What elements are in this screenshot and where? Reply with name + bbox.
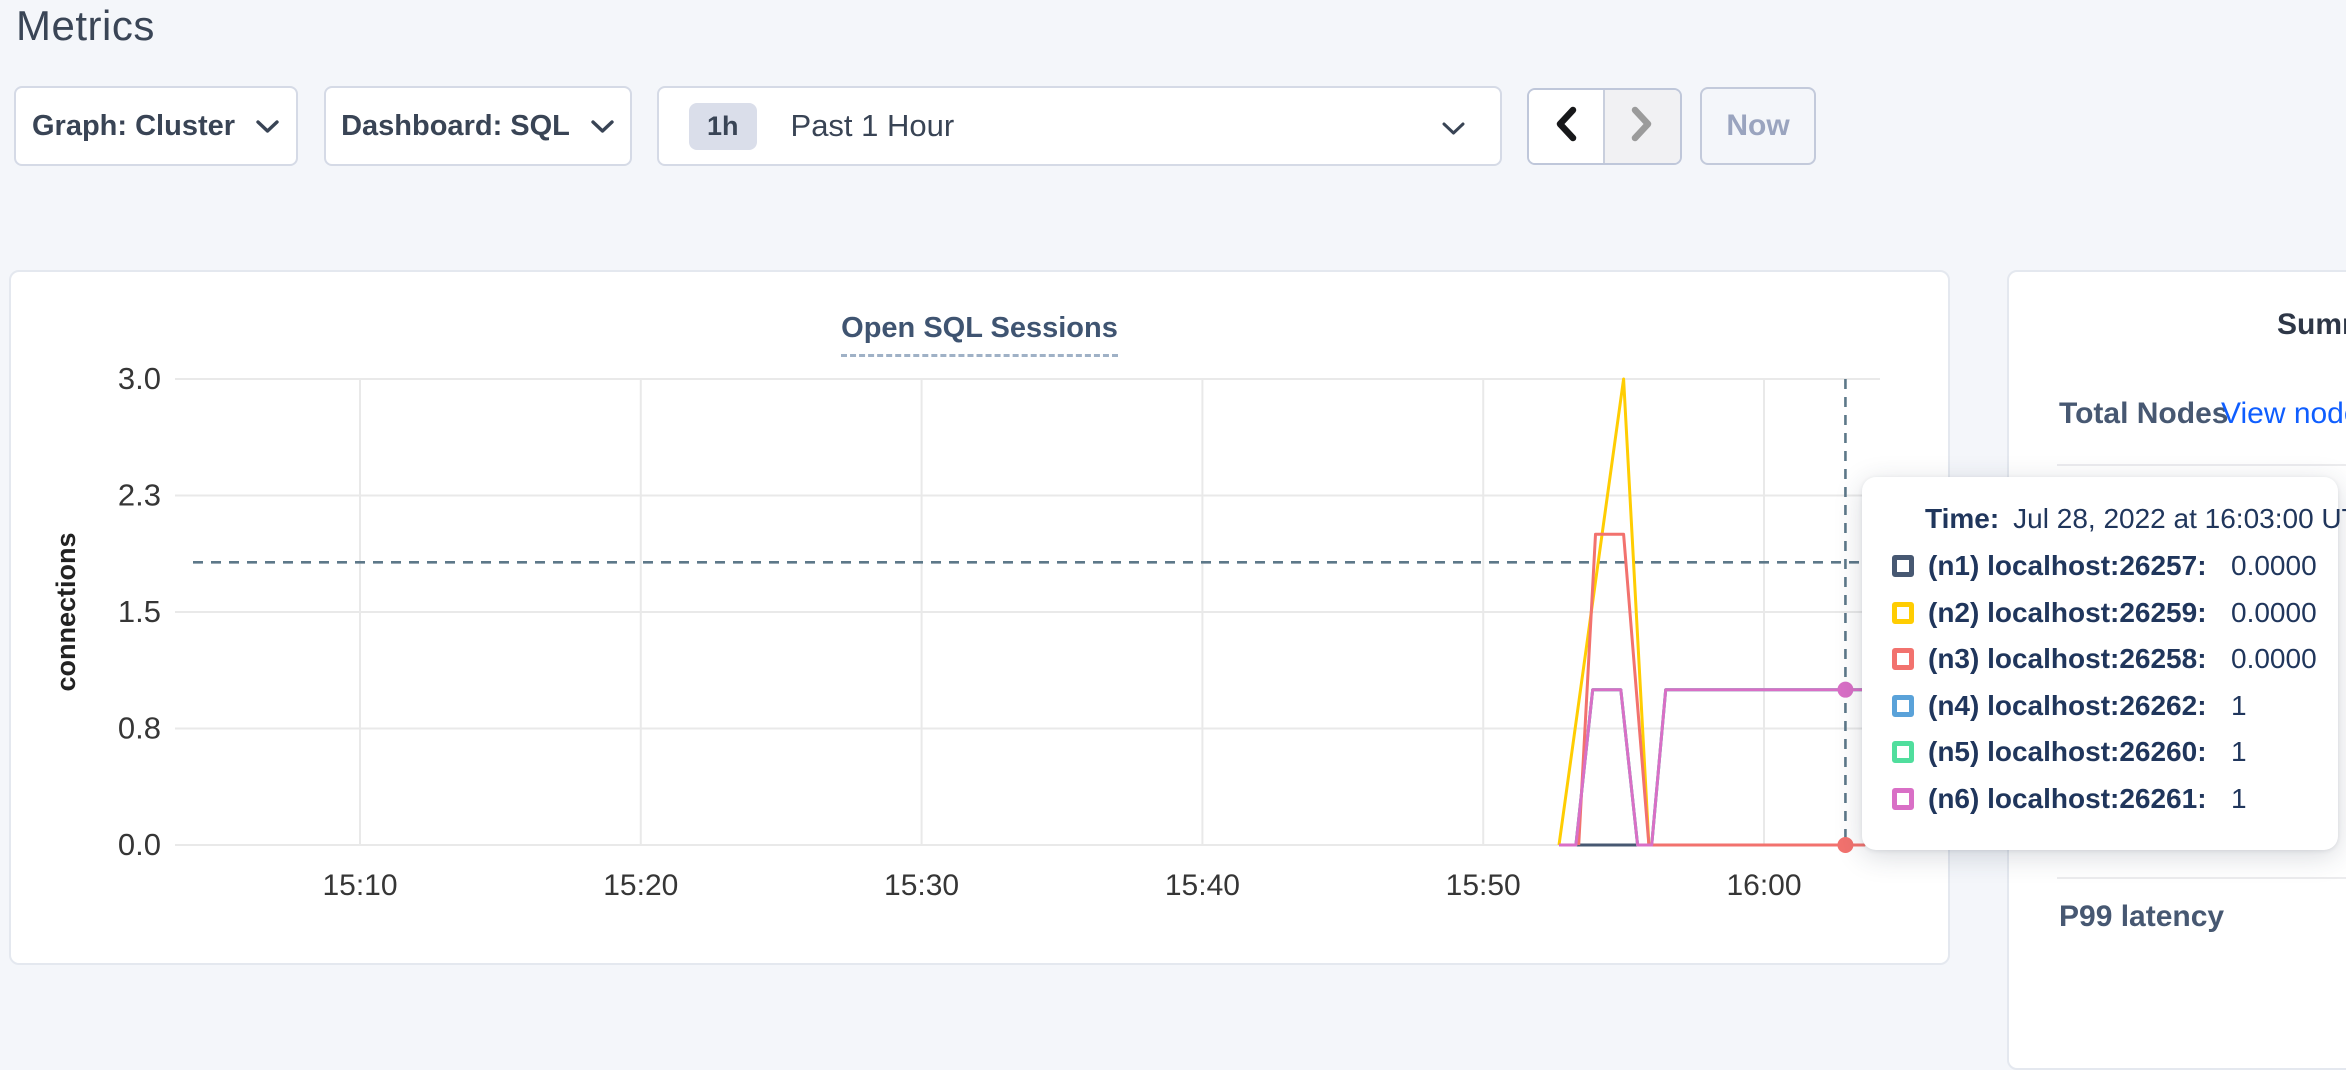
tooltip-series-row: (n1) localhost:26257: 0.0000: [1892, 543, 2338, 590]
chart-title[interactable]: Open SQL Sessions: [841, 312, 1118, 357]
sidebar-divider: [2057, 464, 2346, 466]
dashboard-dropdown-label: Dashboard: SQL: [341, 109, 570, 142]
time-range-label: Past 1 Hour: [790, 108, 955, 143]
series-value: 1: [2231, 736, 2247, 768]
series-value: 1: [2231, 689, 2247, 721]
open-sql-sessions-panel: Open SQL Sessions 0.0 0.8 1.5 2.3 3.0 15:10 15…: [9, 270, 1950, 965]
series-value: 0.0000: [2231, 550, 2317, 582]
series-color-swatch: [1892, 601, 1914, 624]
chevron-down-icon: [255, 119, 280, 134]
chart-hover-tooltip: Time: Jul 28, 2022 at 16:03:00 UTC (n1) l…: [1862, 477, 2346, 850]
total-nodes-label: Total Nodes: [2059, 397, 2229, 430]
series-label: (n1) localhost:26257:: [1928, 550, 2207, 582]
x-tick-label: 15:20: [603, 869, 678, 902]
x-tick-label: 16:00: [1726, 869, 1801, 902]
y-tick-label: 1.5: [118, 594, 161, 629]
tooltip-series-row: (n4) localhost:26262: 1: [1892, 683, 2338, 730]
graph-dropdown[interactable]: Graph: Cluster: [14, 86, 298, 166]
y-tick-label: 3.0: [118, 361, 161, 396]
series-value: 0.0000: [2231, 643, 2317, 675]
series-value: 0.0000: [2231, 596, 2317, 628]
graph-dropdown-label: Graph: Cluster: [31, 109, 236, 142]
tooltip-series-row: (n6) localhost:26261: 1: [1892, 776, 2338, 823]
metrics-page: { "page": { "title": "Metrics" }, "contr…: [9, 2, 2346, 1070]
time-range-selector[interactable]: 1h Past 1 Hour: [657, 86, 1502, 166]
y-axis-title: connections: [51, 532, 81, 691]
summary-title: Summary: [2277, 308, 2346, 341]
now-button-label: Now: [1726, 109, 1790, 142]
next-window-button[interactable]: [1604, 90, 1680, 163]
y-tick-label: 0.8: [118, 711, 161, 746]
series-label: (n2) localhost:26259:: [1928, 596, 2207, 628]
series-line: [1559, 688, 1866, 847]
p99-latency-label: P99 latency: [2059, 900, 2225, 933]
chevron-left-icon: [1554, 105, 1578, 148]
sidebar-divider: [2057, 877, 2346, 879]
x-tick-label: 15:10: [322, 869, 397, 902]
series-color-swatch: [1892, 741, 1914, 764]
series-color-swatch: [1892, 648, 1914, 671]
series-label: (n5) localhost:26260:: [1928, 736, 2207, 768]
view-nodes-link[interactable]: View nodes: [2221, 397, 2346, 430]
dashboard-dropdown[interactable]: Dashboard: SQL: [324, 86, 632, 166]
hover-point-marker: [1837, 837, 1854, 853]
page-title: Metrics: [16, 2, 155, 49]
tooltip-time-label: Time:: [1925, 503, 2000, 534]
chevron-right-icon: [1630, 105, 1654, 148]
open-sql-sessions-chart[interactable]: 0.0 0.8 1.5 2.3 3.0 15:10 15:20 15:30 15:40 15:50…: [11, 272, 1952, 967]
hover-point-marker: [1837, 681, 1854, 698]
chevron-down-icon: [1441, 121, 1466, 136]
x-tick-label: 15:40: [1165, 869, 1240, 902]
series-line: [1559, 688, 1866, 847]
previous-window-button[interactable]: [1529, 90, 1605, 163]
tooltip-series-row: (n3) localhost:26258: 0.0000: [1892, 636, 2338, 683]
tooltip-series-list: (n1) localhost:26257: 0.0000 (n2) localhos…: [1892, 543, 2338, 822]
metrics-controls: Graph: Cluster Dashboard: SQL 1h Past 1 …: [14, 86, 2334, 166]
time-range-badge: 1h: [689, 102, 757, 150]
series-color-swatch: [1892, 787, 1914, 810]
x-tick-label: 15:30: [884, 869, 959, 902]
tooltip-series-row: (n2) localhost:26259: 0.0000: [1892, 590, 2338, 637]
series-label: (n6) localhost:26261:: [1928, 782, 2207, 814]
now-button[interactable]: Now: [1700, 87, 1816, 165]
tooltip-time-value: Jul 28, 2022 at 16:03:00 UTC: [2013, 503, 2346, 534]
x-tick-label: 15:50: [1446, 869, 1521, 902]
series-line: [1559, 688, 1866, 847]
series-line: [1577, 532, 1866, 847]
series-label: (n3) localhost:26258:: [1928, 643, 2207, 675]
tooltip-time-row: Time: Jul 28, 2022 at 16:03:00 UTC: [1925, 503, 2346, 535]
series-value: 1: [2231, 782, 2247, 814]
y-tick-label: 2.3: [118, 478, 161, 513]
series-color-swatch: [1892, 694, 1914, 717]
tooltip-series-row: (n5) localhost:26260: 1: [1892, 729, 2338, 776]
y-tick-label: 0.0: [118, 827, 161, 862]
chevron-down-icon: [590, 119, 615, 134]
series-label: (n4) localhost:26262:: [1928, 689, 2207, 721]
time-window-pager: [1527, 88, 1682, 165]
series-color-swatch: [1892, 555, 1914, 578]
